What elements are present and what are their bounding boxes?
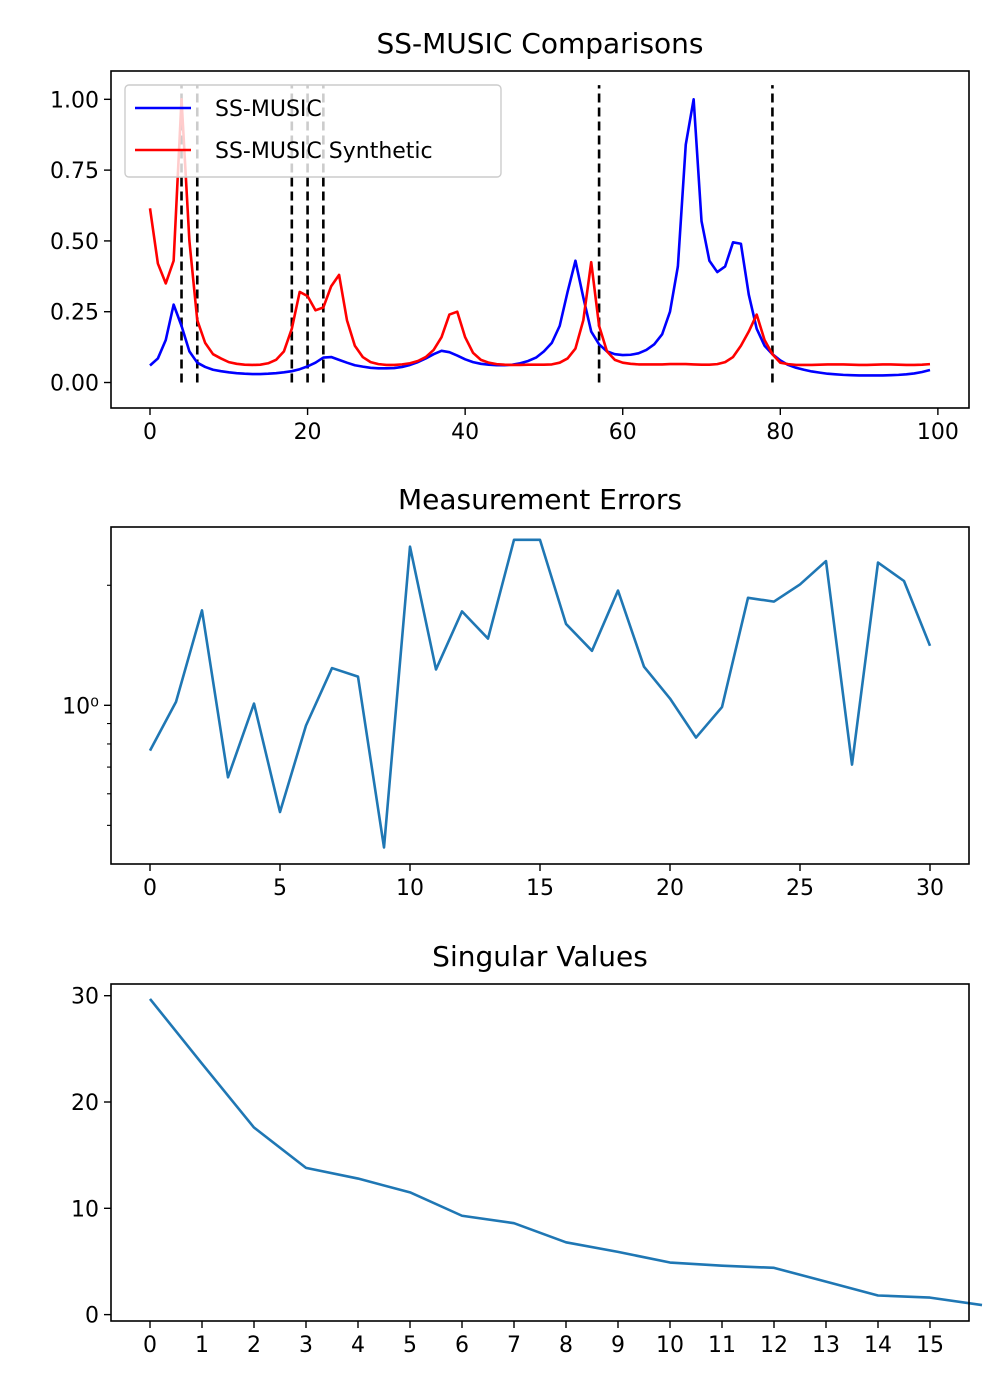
x-tick-label: 1 [195,1333,209,1358]
series-line-1 [148,98,931,367]
axes-frame [110,526,970,865]
y-axis: 0.00 0.25 0.50 0.75 1.00 [50,88,111,397]
x-tick-label: 0 [143,1333,157,1358]
x-axis: 0 1 2 3 4 5 6 7 8 9 10 11 12 13 14 15 [143,1321,944,1358]
x-tick-label: 60 [609,420,637,445]
legend-box [124,84,502,178]
panel-ss-music-comparisons: SS-MUSIC Comparisons 0 20 40 60 80 100 0.000.… [50,27,970,445]
y-axis: 0 10 20 30 [71,985,111,1329]
y-tick-label: 0.25 [50,301,99,326]
plot-area [148,998,983,1307]
y-tick-label: 10⁰ [62,694,99,719]
y-tick-label: 0.75 [50,159,99,184]
x-tick-label: 0 [143,420,157,445]
y-tick-label: 0.50 [50,230,99,255]
panel-singular-values: Singular Values 0 1 2 3 4 5 6 7 8 9 10 11 12 13 14 15 0… [71,940,983,1358]
panel-measurement-errors: Measurement Errors 0 5 10 15 20 25 30 10⁰ [62,483,970,901]
axes-frame [110,70,970,409]
x-tick-label: 14 [864,1333,892,1358]
x-tick-label: 12 [760,1333,788,1358]
axes-frame [110,983,970,1322]
y-tick-label: 0.00 [50,372,99,397]
x-tick-label: 15 [916,1333,944,1358]
x-tick-label: 80 [766,420,794,445]
chart-title: Singular Values [432,940,648,973]
y-tick-label: 1.00 [50,88,99,113]
x-tick-label: 15 [526,876,554,901]
x-tick-label: 20 [656,876,684,901]
x-tick-label: 25 [786,876,814,901]
x-tick-label: 5 [403,1333,417,1358]
x-tick-label: 3 [299,1333,313,1358]
legend: SS-MUSIC SS-MUSIC Synthetic [124,84,502,178]
x-tick-label: 0 [143,876,157,901]
plot-area [148,85,931,383]
x-tick-label: 40 [451,420,479,445]
x-tick-label: 5 [273,876,287,901]
x-tick-label: 10 [656,1333,684,1358]
x-tick-label: 30 [916,876,944,901]
plot-area [148,538,932,849]
x-axis: 0 20 40 60 80 100 [143,408,959,445]
x-tick-label: 20 [294,420,322,445]
x-axis: 0 5 10 15 20 25 30 [143,864,944,901]
x-tick-label: 8 [559,1333,573,1358]
series-line-0 [148,998,983,1307]
x-tick-label: 13 [812,1333,840,1358]
legend-label-ss-music: SS-MUSIC [215,97,322,122]
x-tick-label: 2 [247,1333,261,1358]
x-tick-label: 10 [396,876,424,901]
y-tick-label: 10 [71,1197,99,1222]
y-tick-label: 20 [71,1091,99,1116]
x-tick-label: 100 [917,420,959,445]
series-line-0 [149,98,931,377]
x-tick-label: 7 [507,1333,521,1358]
y-tick-label: 30 [71,985,99,1010]
x-tick-label: 11 [708,1333,736,1358]
x-tick-label: 9 [611,1333,625,1358]
chart-title: Measurement Errors [398,483,682,516]
x-tick-label: 6 [455,1333,469,1358]
chart-title: SS-MUSIC Comparisons [376,27,703,60]
y-tick-label: 0 [85,1304,99,1329]
legend-label-ss-music-synthetic: SS-MUSIC Synthetic [215,139,433,164]
x-tick-label: 4 [351,1333,365,1358]
y-axis: 10⁰ [62,584,111,826]
series-line-0 [148,538,932,849]
